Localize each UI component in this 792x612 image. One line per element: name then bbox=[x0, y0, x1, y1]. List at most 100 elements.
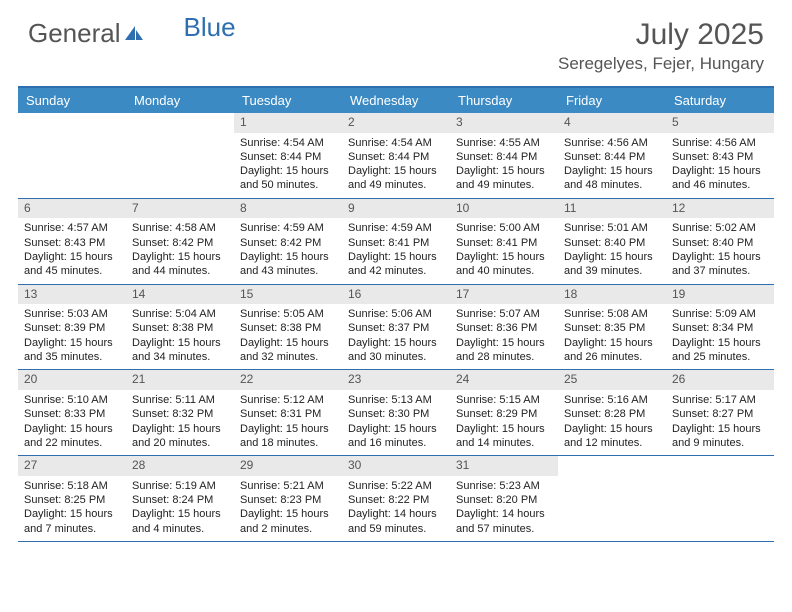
week-row: 27Sunrise: 5:18 AMSunset: 8:25 PMDayligh… bbox=[18, 456, 774, 542]
calendar-cell: 23Sunrise: 5:13 AMSunset: 8:30 PMDayligh… bbox=[342, 370, 450, 455]
cell-day-number: 6 bbox=[18, 199, 126, 219]
cell-day-number: 22 bbox=[234, 370, 342, 390]
calendar-cell-empty bbox=[558, 456, 666, 541]
calendar-cell: 25Sunrise: 5:16 AMSunset: 8:28 PMDayligh… bbox=[558, 370, 666, 455]
month-title: July 2025 bbox=[558, 18, 764, 52]
week-row: 1Sunrise: 4:54 AMSunset: 8:44 PMDaylight… bbox=[18, 113, 774, 199]
day-header-tuesday: Tuesday bbox=[234, 88, 342, 113]
cell-body: Sunrise: 5:18 AMSunset: 8:25 PMDaylight:… bbox=[18, 476, 126, 541]
cell-body: Sunrise: 4:59 AMSunset: 8:42 PMDaylight:… bbox=[234, 218, 342, 283]
cell-body: Sunrise: 5:07 AMSunset: 8:36 PMDaylight:… bbox=[450, 304, 558, 369]
calendar-cell: 30Sunrise: 5:22 AMSunset: 8:22 PMDayligh… bbox=[342, 456, 450, 541]
cell-body: Sunrise: 5:04 AMSunset: 8:38 PMDaylight:… bbox=[126, 304, 234, 369]
week-row: 13Sunrise: 5:03 AMSunset: 8:39 PMDayligh… bbox=[18, 285, 774, 371]
logo-sail-icon bbox=[123, 20, 145, 51]
cell-body: Sunrise: 5:03 AMSunset: 8:39 PMDaylight:… bbox=[18, 304, 126, 369]
cell-body: Sunrise: 4:56 AMSunset: 8:44 PMDaylight:… bbox=[558, 133, 666, 198]
cell-body: Sunrise: 5:16 AMSunset: 8:28 PMDaylight:… bbox=[558, 390, 666, 455]
calendar-cell: 18Sunrise: 5:08 AMSunset: 8:35 PMDayligh… bbox=[558, 285, 666, 370]
cell-body: Sunrise: 5:09 AMSunset: 8:34 PMDaylight:… bbox=[666, 304, 774, 369]
calendar-cell: 24Sunrise: 5:15 AMSunset: 8:29 PMDayligh… bbox=[450, 370, 558, 455]
cell-day-number: 4 bbox=[558, 113, 666, 133]
calendar-cell: 15Sunrise: 5:05 AMSunset: 8:38 PMDayligh… bbox=[234, 285, 342, 370]
calendar-cell: 29Sunrise: 5:21 AMSunset: 8:23 PMDayligh… bbox=[234, 456, 342, 541]
calendar-cell-empty bbox=[126, 113, 234, 198]
day-header-wednesday: Wednesday bbox=[342, 88, 450, 113]
calendar-cell: 31Sunrise: 5:23 AMSunset: 8:20 PMDayligh… bbox=[450, 456, 558, 541]
cell-day-number: 28 bbox=[126, 456, 234, 476]
cell-body: Sunrise: 4:58 AMSunset: 8:42 PMDaylight:… bbox=[126, 218, 234, 283]
cell-body: Sunrise: 4:56 AMSunset: 8:43 PMDaylight:… bbox=[666, 133, 774, 198]
calendar-cell: 11Sunrise: 5:01 AMSunset: 8:40 PMDayligh… bbox=[558, 199, 666, 284]
calendar-cell: 8Sunrise: 4:59 AMSunset: 8:42 PMDaylight… bbox=[234, 199, 342, 284]
cell-day-number: 2 bbox=[342, 113, 450, 133]
day-header-monday: Monday bbox=[126, 88, 234, 113]
cell-day-number: 29 bbox=[234, 456, 342, 476]
calendar-cell: 21Sunrise: 5:11 AMSunset: 8:32 PMDayligh… bbox=[126, 370, 234, 455]
calendar-cell: 13Sunrise: 5:03 AMSunset: 8:39 PMDayligh… bbox=[18, 285, 126, 370]
week-row: 20Sunrise: 5:10 AMSunset: 8:33 PMDayligh… bbox=[18, 370, 774, 456]
cell-day-number bbox=[558, 456, 666, 476]
logo-text-1: General bbox=[28, 18, 121, 49]
cell-body: Sunrise: 5:10 AMSunset: 8:33 PMDaylight:… bbox=[18, 390, 126, 455]
cell-day-number: 15 bbox=[234, 285, 342, 305]
calendar-cell-empty bbox=[18, 113, 126, 198]
cell-body: Sunrise: 5:23 AMSunset: 8:20 PMDaylight:… bbox=[450, 476, 558, 541]
cell-body: Sunrise: 4:57 AMSunset: 8:43 PMDaylight:… bbox=[18, 218, 126, 283]
cell-body: Sunrise: 5:13 AMSunset: 8:30 PMDaylight:… bbox=[342, 390, 450, 455]
cell-body: Sunrise: 4:54 AMSunset: 8:44 PMDaylight:… bbox=[234, 133, 342, 198]
calendar-cell: 22Sunrise: 5:12 AMSunset: 8:31 PMDayligh… bbox=[234, 370, 342, 455]
day-header-thursday: Thursday bbox=[450, 88, 558, 113]
cell-day-number: 13 bbox=[18, 285, 126, 305]
cell-body: Sunrise: 5:22 AMSunset: 8:22 PMDaylight:… bbox=[342, 476, 450, 541]
cell-day-number: 16 bbox=[342, 285, 450, 305]
calendar-cell: 7Sunrise: 4:58 AMSunset: 8:42 PMDaylight… bbox=[126, 199, 234, 284]
cell-day-number: 3 bbox=[450, 113, 558, 133]
cell-day-number: 21 bbox=[126, 370, 234, 390]
cell-day-number: 26 bbox=[666, 370, 774, 390]
calendar: SundayMondayTuesdayWednesdayThursdayFrid… bbox=[18, 86, 774, 542]
cell-day-number: 14 bbox=[126, 285, 234, 305]
cell-day-number: 11 bbox=[558, 199, 666, 219]
cell-day-number: 31 bbox=[450, 456, 558, 476]
calendar-cell: 27Sunrise: 5:18 AMSunset: 8:25 PMDayligh… bbox=[18, 456, 126, 541]
cell-day-number: 1 bbox=[234, 113, 342, 133]
cell-body: Sunrise: 5:06 AMSunset: 8:37 PMDaylight:… bbox=[342, 304, 450, 369]
cell-day-number: 8 bbox=[234, 199, 342, 219]
title-block: July 2025 Seregelyes, Fejer, Hungary bbox=[558, 18, 764, 74]
calendar-cell: 12Sunrise: 5:02 AMSunset: 8:40 PMDayligh… bbox=[666, 199, 774, 284]
calendar-cell: 2Sunrise: 4:54 AMSunset: 8:44 PMDaylight… bbox=[342, 113, 450, 198]
cell-body: Sunrise: 5:15 AMSunset: 8:29 PMDaylight:… bbox=[450, 390, 558, 455]
cell-body: Sunrise: 5:11 AMSunset: 8:32 PMDaylight:… bbox=[126, 390, 234, 455]
cell-body: Sunrise: 4:55 AMSunset: 8:44 PMDaylight:… bbox=[450, 133, 558, 198]
week-row: 6Sunrise: 4:57 AMSunset: 8:43 PMDaylight… bbox=[18, 199, 774, 285]
cell-body: Sunrise: 5:01 AMSunset: 8:40 PMDaylight:… bbox=[558, 218, 666, 283]
cell-body: Sunrise: 5:12 AMSunset: 8:31 PMDaylight:… bbox=[234, 390, 342, 455]
day-header-sunday: Sunday bbox=[18, 88, 126, 113]
cell-body: Sunrise: 5:19 AMSunset: 8:24 PMDaylight:… bbox=[126, 476, 234, 541]
cell-day-number: 30 bbox=[342, 456, 450, 476]
cell-day-number: 12 bbox=[666, 199, 774, 219]
cell-day-number: 25 bbox=[558, 370, 666, 390]
calendar-cell: 9Sunrise: 4:59 AMSunset: 8:41 PMDaylight… bbox=[342, 199, 450, 284]
calendar-cell: 28Sunrise: 5:19 AMSunset: 8:24 PMDayligh… bbox=[126, 456, 234, 541]
location: Seregelyes, Fejer, Hungary bbox=[558, 54, 764, 74]
cell-body: Sunrise: 5:00 AMSunset: 8:41 PMDaylight:… bbox=[450, 218, 558, 283]
cell-day-number bbox=[18, 113, 126, 133]
calendar-cell: 1Sunrise: 4:54 AMSunset: 8:44 PMDaylight… bbox=[234, 113, 342, 198]
day-header-row: SundayMondayTuesdayWednesdayThursdayFrid… bbox=[18, 88, 774, 113]
calendar-cell: 20Sunrise: 5:10 AMSunset: 8:33 PMDayligh… bbox=[18, 370, 126, 455]
calendar-cell: 26Sunrise: 5:17 AMSunset: 8:27 PMDayligh… bbox=[666, 370, 774, 455]
cell-day-number: 23 bbox=[342, 370, 450, 390]
cell-day-number: 18 bbox=[558, 285, 666, 305]
cell-body: Sunrise: 4:59 AMSunset: 8:41 PMDaylight:… bbox=[342, 218, 450, 283]
cell-day-number bbox=[666, 456, 774, 476]
cell-day-number: 10 bbox=[450, 199, 558, 219]
calendar-cell: 17Sunrise: 5:07 AMSunset: 8:36 PMDayligh… bbox=[450, 285, 558, 370]
day-header-friday: Friday bbox=[558, 88, 666, 113]
day-header-saturday: Saturday bbox=[666, 88, 774, 113]
logo: General Blue bbox=[28, 18, 236, 49]
cell-day-number: 9 bbox=[342, 199, 450, 219]
cell-body: Sunrise: 4:54 AMSunset: 8:44 PMDaylight:… bbox=[342, 133, 450, 198]
header: General Blue July 2025 Seregelyes, Fejer… bbox=[0, 0, 792, 78]
